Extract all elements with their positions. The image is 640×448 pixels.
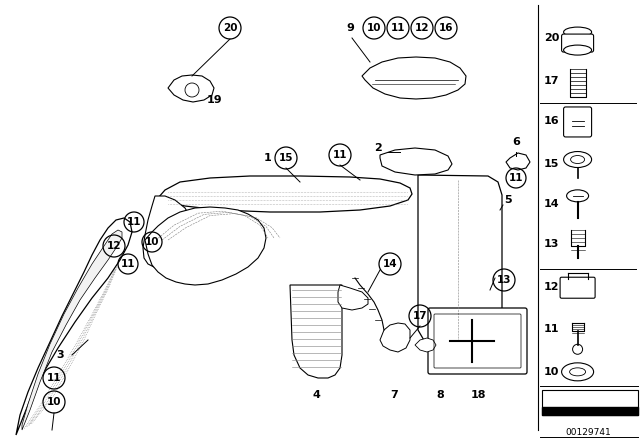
Text: 11: 11 [391, 23, 405, 33]
Text: 10: 10 [367, 23, 381, 33]
PathPatch shape [362, 57, 466, 99]
Text: 11: 11 [121, 259, 135, 269]
Ellipse shape [570, 368, 586, 376]
PathPatch shape [418, 175, 502, 348]
Ellipse shape [562, 363, 594, 381]
Text: 16: 16 [544, 116, 559, 126]
Ellipse shape [564, 45, 591, 55]
Text: 11: 11 [47, 373, 61, 383]
PathPatch shape [506, 153, 530, 170]
Ellipse shape [564, 151, 591, 168]
Text: 16: 16 [439, 23, 453, 33]
PathPatch shape [158, 176, 412, 212]
PathPatch shape [143, 196, 192, 268]
Text: 12: 12 [415, 23, 429, 33]
PathPatch shape [338, 285, 368, 310]
Text: 00129741: 00129741 [565, 427, 611, 436]
PathPatch shape [168, 75, 214, 102]
Text: 5: 5 [504, 195, 512, 205]
Text: 13: 13 [497, 275, 511, 285]
PathPatch shape [145, 207, 266, 285]
PathPatch shape [22, 230, 122, 430]
Polygon shape [541, 407, 638, 415]
PathPatch shape [16, 218, 132, 435]
Text: 20: 20 [544, 33, 559, 43]
Text: 1: 1 [264, 153, 272, 163]
Text: 15: 15 [279, 153, 293, 163]
Text: 13: 13 [544, 239, 559, 249]
Text: 14: 14 [544, 199, 559, 209]
FancyBboxPatch shape [562, 34, 594, 52]
Text: 19: 19 [206, 95, 222, 105]
Text: 12: 12 [107, 241, 121, 251]
Ellipse shape [564, 27, 591, 37]
Text: 4: 4 [312, 390, 320, 400]
Text: 12: 12 [544, 282, 559, 292]
Circle shape [185, 83, 199, 97]
Text: 11: 11 [333, 150, 348, 160]
Ellipse shape [571, 155, 584, 164]
Polygon shape [541, 390, 638, 415]
Text: 17: 17 [413, 311, 428, 321]
Text: 14: 14 [383, 259, 397, 269]
Text: 10: 10 [47, 397, 61, 407]
Text: 2: 2 [374, 143, 382, 153]
Text: 8: 8 [436, 390, 444, 400]
Text: 7: 7 [390, 390, 398, 400]
Text: 18: 18 [470, 390, 486, 400]
Text: 11: 11 [544, 324, 559, 334]
Text: 11: 11 [509, 173, 524, 183]
FancyBboxPatch shape [428, 308, 527, 374]
Text: 11: 11 [127, 217, 141, 227]
PathPatch shape [380, 148, 452, 175]
Text: 20: 20 [223, 23, 237, 33]
Ellipse shape [566, 190, 589, 202]
Text: 10: 10 [544, 367, 559, 377]
Text: 3: 3 [56, 350, 64, 360]
Circle shape [573, 344, 582, 354]
PathPatch shape [290, 285, 342, 378]
Text: 9: 9 [346, 23, 354, 33]
PathPatch shape [380, 323, 410, 352]
Text: 17: 17 [544, 76, 559, 86]
Text: 10: 10 [145, 237, 159, 247]
FancyBboxPatch shape [564, 107, 591, 137]
FancyBboxPatch shape [560, 277, 595, 298]
PathPatch shape [415, 338, 436, 352]
Text: 15: 15 [544, 159, 559, 168]
Text: 6: 6 [512, 137, 520, 147]
